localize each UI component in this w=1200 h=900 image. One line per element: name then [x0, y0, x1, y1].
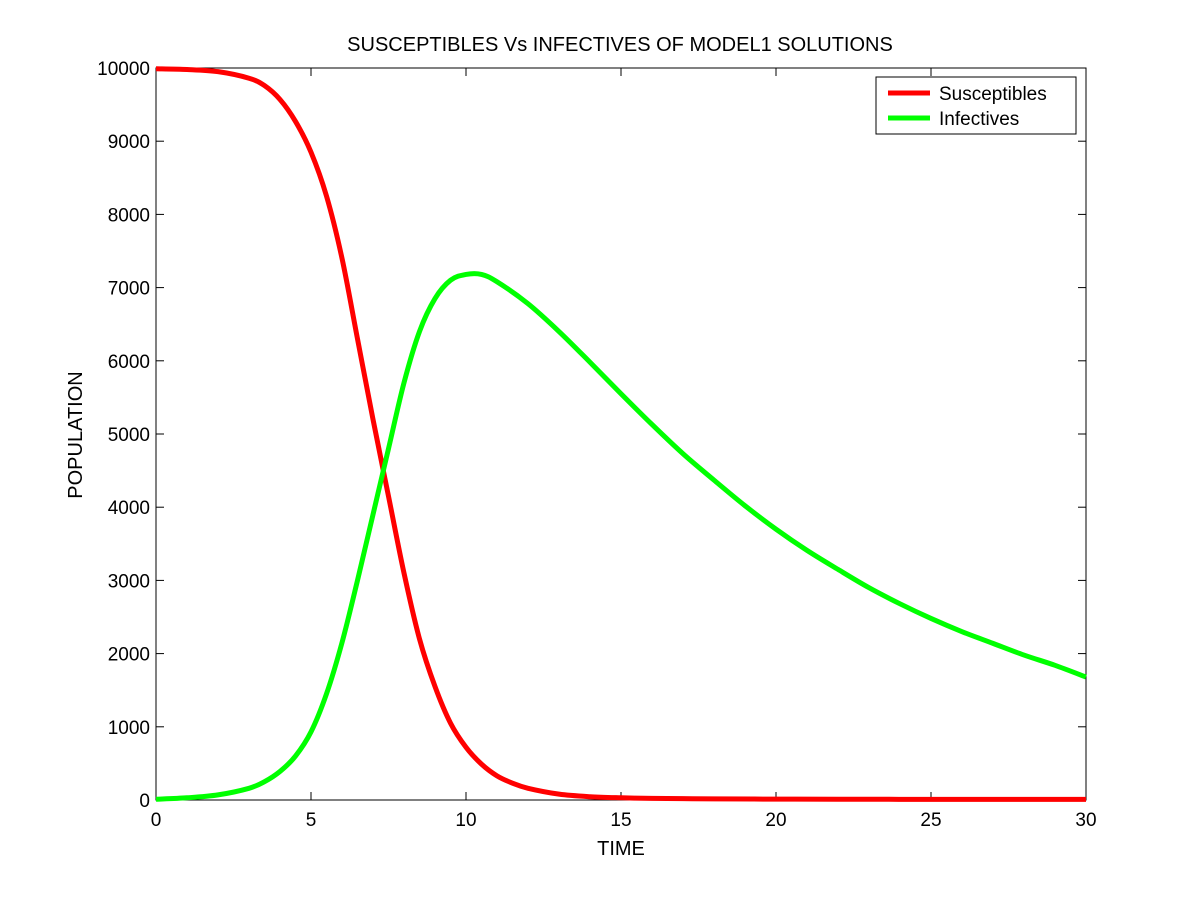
y-tick-label: 4000: [108, 498, 150, 519]
y-axis-label: POPULATION: [65, 371, 87, 498]
x-tick-label: 10: [455, 810, 476, 831]
y-tick-label: 10000: [97, 59, 150, 80]
y-tick-label: 6000: [108, 352, 150, 373]
x-tick-label: 25: [920, 810, 941, 831]
y-tick-label: 0: [139, 791, 150, 812]
y-tick-label: 1000: [108, 718, 150, 739]
series-layer: [155, 66, 1087, 802]
x-tick-label: 20: [765, 810, 786, 831]
x-tick-label: 30: [1075, 810, 1096, 831]
legend: Susceptibles Infectives: [875, 76, 1077, 135]
legend-label-infectives: Infectives: [939, 109, 1019, 130]
y-tick-label: 9000: [108, 132, 150, 153]
y-tick-label: 2000: [108, 645, 150, 666]
series-line-infectives: [155, 271, 1087, 802]
y-tick-label: 5000: [108, 425, 150, 446]
y-tick-label: 8000: [108, 205, 150, 226]
chart-title: SUSCEPTIBLES Vs INFECTIVES OF MODEL1 SOL…: [347, 34, 893, 56]
x-tick-label: 0: [151, 810, 162, 831]
x-tick-label: 15: [610, 810, 631, 831]
series-line-susceptibles: [155, 66, 1087, 802]
legend-box: [875, 76, 1077, 135]
legend-label-susceptibles: Susceptibles: [939, 84, 1047, 105]
x-axis: 0 5 10 15 20 25 30: [151, 68, 1097, 831]
plot-area: [155, 67, 1087, 801]
x-tick-label: 5: [306, 810, 317, 831]
x-axis-label: TIME: [597, 838, 645, 860]
y-tick-label: 3000: [108, 571, 150, 592]
y-axis: 0 1000 2000 3000 4000 5000 6000 7000 8000 9000 100…: [97, 59, 1086, 812]
y-tick-label: 7000: [108, 279, 150, 300]
